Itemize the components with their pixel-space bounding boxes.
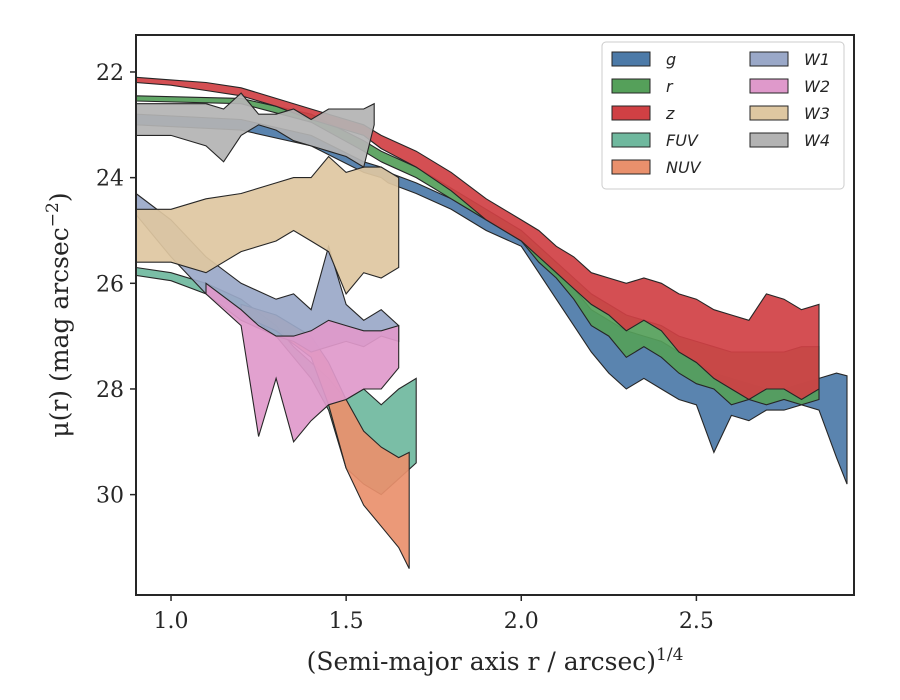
legend-label-w4: W4 [804,131,830,150]
area-series-w2 [205,282,400,443]
legend-swatch-fuv [611,132,651,148]
legend-label-nuv: NUV [666,158,702,177]
legend-label-w3: W3 [804,104,830,123]
y-tick-label: 22 [96,61,124,86]
legend-swatch-g [611,51,651,67]
plot-frame [135,34,855,596]
area-series-w4 [135,92,375,168]
legend-swatch-r [611,78,651,94]
area-series-w3 [135,155,400,295]
y-axis-label-close: ) [45,192,74,202]
legend-swatch-nuv [611,159,651,175]
x-tick-label: 1.5 [329,609,364,634]
y-tick-label: 28 [96,378,124,403]
x-tick-label: 2.5 [679,609,714,634]
area-series-z [135,76,820,401]
axis-ticks: 1.0 1.5 2.0 2.5 22 24 26 28 30 [96,61,714,634]
legend-swatch-w3 [749,105,789,121]
y-tick-label: 30 [96,484,124,509]
legend-swatch-w1 [749,51,789,67]
legend-swatch-w4 [749,132,789,148]
y-tick-label: 26 [96,272,124,297]
legend-label-fuv: FUV [666,131,699,150]
legend-label-w2: W2 [804,77,830,96]
legend-label-g: g [666,50,676,69]
series-areas [135,76,848,569]
y-axis-label-exponent: −2 [43,202,63,227]
legend-label-r: r [666,77,674,96]
legend-swatch-z [611,105,651,121]
legend-label-z: z [665,104,675,123]
x-axis-label: (Semi-major axis r / arcsec)1/4 [307,645,684,676]
legend-label-w1: W1 [804,50,830,69]
legend-swatch-w2 [749,78,789,94]
x-tick-label: 2.0 [504,609,539,634]
y-tick-label: 24 [96,167,124,192]
x-axis-label-exponent: 1/4 [656,645,683,665]
x-tick-label: 1.0 [154,609,189,634]
legend: grz FUV NUV W1 W2 W3 W4 [601,41,845,190]
y-axis-label: μ(r) (mag arcsec−2) [43,192,74,437]
